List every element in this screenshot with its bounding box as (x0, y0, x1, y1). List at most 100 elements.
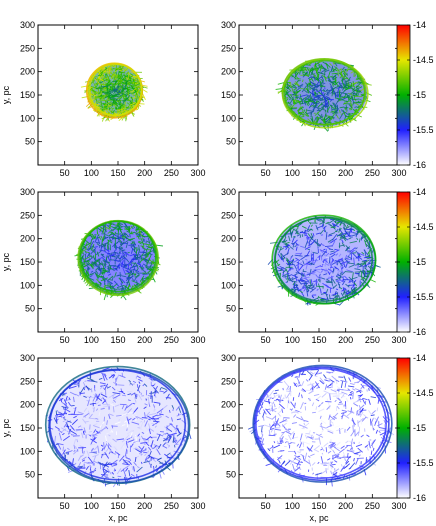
filament (273, 392, 278, 395)
filament (109, 279, 113, 281)
filament (362, 259, 368, 262)
filament (153, 386, 159, 394)
filament (153, 401, 161, 404)
filament (304, 402, 307, 405)
filament (163, 390, 168, 394)
filament (287, 397, 290, 404)
filament (345, 460, 350, 465)
filament (72, 458, 74, 465)
filament (104, 108, 111, 115)
filament (308, 235, 314, 243)
filament (335, 279, 342, 282)
filament (261, 426, 263, 433)
filament (63, 423, 67, 428)
filament (106, 432, 109, 435)
filament (92, 92, 95, 94)
filament (102, 474, 110, 479)
filament (340, 84, 344, 88)
filament (332, 449, 336, 454)
filament (90, 86, 97, 89)
filament (331, 240, 336, 247)
filament (280, 253, 283, 260)
filament (283, 239, 288, 243)
filament (314, 375, 318, 377)
filament (330, 470, 333, 475)
filament (102, 259, 106, 262)
filament (295, 89, 299, 93)
filament (130, 473, 135, 477)
filament (303, 67, 308, 71)
filament (264, 424, 272, 428)
filament (317, 295, 320, 300)
filament (345, 246, 351, 252)
filament (111, 83, 114, 90)
filament (377, 423, 383, 427)
filament (101, 447, 104, 452)
filament (147, 394, 153, 398)
filament (319, 122, 322, 125)
filament (61, 413, 67, 415)
filament (147, 396, 150, 405)
filament (73, 449, 76, 453)
filament (72, 435, 80, 437)
filament (102, 387, 106, 391)
filament (283, 414, 285, 418)
filament (87, 410, 91, 416)
filament (353, 457, 355, 462)
x-tick-label: 300 (391, 501, 406, 511)
filament (304, 460, 311, 465)
filament (351, 96, 354, 100)
filament (165, 435, 169, 442)
filament (335, 275, 340, 279)
x-tick-label: 150 (311, 335, 326, 345)
filament (111, 451, 114, 454)
filament (102, 276, 110, 282)
filament (313, 258, 317, 264)
filament (302, 273, 305, 277)
filament (92, 455, 97, 464)
filament (324, 117, 331, 124)
filament (337, 281, 340, 286)
filament (115, 450, 117, 454)
filament (351, 82, 358, 85)
filament (289, 255, 293, 260)
filament (62, 419, 68, 423)
filament (299, 234, 302, 238)
filament (89, 469, 97, 474)
filament (58, 432, 62, 441)
filament (319, 377, 325, 384)
filament (119, 254, 123, 261)
filament (265, 416, 273, 420)
filament (128, 237, 135, 241)
filament (343, 234, 352, 238)
y-tick-label: 50 (25, 470, 35, 480)
filament (302, 423, 309, 428)
filament (135, 283, 138, 287)
filament (314, 449, 320, 453)
filament (319, 415, 322, 419)
filament (69, 425, 75, 431)
filament (136, 235, 139, 238)
filament (90, 447, 94, 452)
filament (360, 418, 362, 425)
filament (361, 398, 366, 404)
filament (126, 230, 130, 233)
filament (95, 401, 100, 406)
filament (140, 449, 147, 453)
x-tick-label: 50 (261, 335, 271, 345)
filament (313, 98, 317, 102)
filament (127, 439, 135, 443)
filament (134, 457, 137, 463)
filament (352, 91, 355, 96)
filament (315, 106, 320, 109)
filament (93, 236, 97, 240)
filament (352, 252, 359, 259)
filament (130, 70, 134, 74)
filament (106, 467, 112, 475)
filament (383, 424, 386, 431)
filament (124, 232, 130, 238)
filament (368, 398, 371, 405)
filament (86, 396, 94, 399)
